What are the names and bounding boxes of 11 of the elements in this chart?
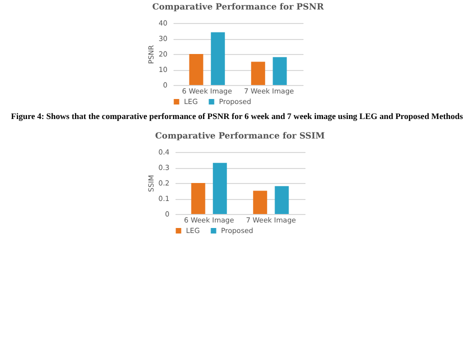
bar bbox=[190, 183, 205, 214]
bar bbox=[212, 162, 226, 214]
bar bbox=[210, 32, 224, 85]
chart-title: Comparative Performance for PSNR bbox=[152, 2, 324, 12]
bar bbox=[188, 54, 203, 85]
bar bbox=[250, 62, 265, 85]
bar bbox=[274, 186, 288, 214]
bar bbox=[272, 57, 286, 85]
bar bbox=[252, 190, 267, 214]
caption: Figure 4: Shows that the comparative performance of PSNR for 6 week and 7 week image using LEG and Proposed Methods bbox=[10, 111, 464, 121]
chart-title: Comparative Performance for SSIM bbox=[154, 132, 325, 142]
